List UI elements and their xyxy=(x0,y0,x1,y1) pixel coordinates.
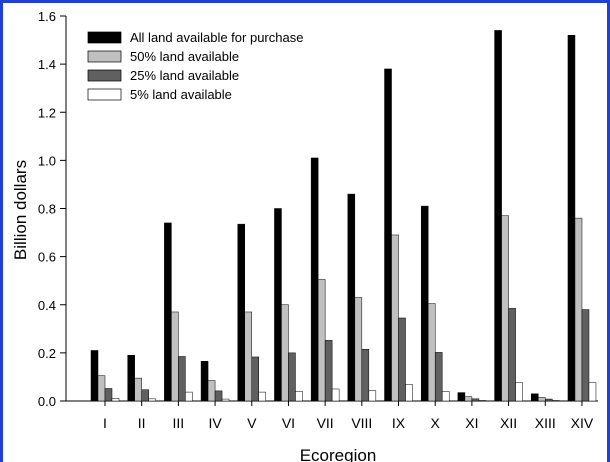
x-tick-label-xiii: XIII xyxy=(535,415,556,431)
bar-4-xii xyxy=(515,382,523,402)
bar-3-i xyxy=(104,388,113,402)
y-tick-label-1: 0.2 xyxy=(38,346,56,361)
bar-3-viii xyxy=(361,349,370,402)
bar-1-v xyxy=(237,223,246,402)
bar-1-iv xyxy=(200,361,209,402)
legend-label-4: 5% land available xyxy=(130,87,232,102)
y-tick-label-8: 1.6 xyxy=(38,9,56,24)
bar-1-vi xyxy=(274,208,282,402)
bar-4-ii xyxy=(148,398,156,402)
bar-4-x xyxy=(441,391,450,402)
x-tick-label-xi: XI xyxy=(465,415,478,431)
bar-4-xi xyxy=(478,400,487,402)
x-tick-label-iii: III xyxy=(173,415,185,431)
bar-4-xiii xyxy=(552,400,560,402)
bar-3-ii xyxy=(141,389,149,402)
bar-3-vi xyxy=(288,352,296,402)
bar-1-ix xyxy=(384,68,392,402)
x-tick-label-vi: VI xyxy=(282,415,295,431)
bar-1-xiv xyxy=(567,35,576,402)
legend-swatch-1 xyxy=(87,31,122,44)
x-tick-label-ii: II xyxy=(138,415,146,431)
bar-1-ii xyxy=(127,355,135,402)
x-tick-label-x: X xyxy=(431,415,441,431)
bar-3-iv xyxy=(214,390,223,402)
bar-1-iii xyxy=(164,222,172,402)
bar-4-xiv xyxy=(588,382,597,402)
bar-4-iv xyxy=(221,398,230,402)
bar-3-iii xyxy=(178,356,186,402)
y-tick-label-0: 0.0 xyxy=(38,394,56,409)
bar-4-ix xyxy=(405,384,413,402)
bar-1-vii xyxy=(310,157,319,402)
bar-1-xiii xyxy=(531,393,539,402)
legend-label-3: 25% land available xyxy=(130,68,239,83)
bar-3-xi xyxy=(471,398,480,402)
x-tick-label-ix: IX xyxy=(392,415,406,431)
legend-label-2: 50% land available xyxy=(130,49,239,64)
bar-1-viii xyxy=(347,193,356,402)
bar-4-i xyxy=(111,398,120,402)
bar-2-xiii xyxy=(538,397,546,402)
bar-1-x xyxy=(420,205,429,402)
x-tick-label-xii: XII xyxy=(500,415,517,431)
x-tick-label-xiv: XIV xyxy=(571,415,594,431)
plot-area: 0.00.20.40.60.81.01.21.41.6I II III IV V VI VI… xyxy=(38,9,598,431)
bar-2-vi xyxy=(281,304,289,402)
bar-2-ii xyxy=(134,377,142,402)
legend-swatch-3 xyxy=(87,69,122,82)
legend-swatch-4 xyxy=(87,88,122,101)
bar-4-v xyxy=(258,391,267,402)
bar-4-viii xyxy=(368,390,377,402)
bar-1-xi xyxy=(457,392,466,402)
bar-3-xiv xyxy=(581,309,590,402)
bar-2-vii xyxy=(317,279,326,402)
x-tick-label-i: I xyxy=(103,415,107,431)
y-tick-label-4: 0.8 xyxy=(38,202,56,217)
y-axis-title: Billion dollars xyxy=(11,160,30,260)
x-tick-label-iv: IV xyxy=(208,415,222,431)
x-tick-label-vii: VII xyxy=(317,415,334,431)
bar-3-x xyxy=(434,352,443,402)
bar-4-iii xyxy=(185,391,193,402)
y-tick-label-5: 1.0 xyxy=(38,153,56,168)
x-tick-label-viii: VIII xyxy=(351,415,372,431)
bar-2-viii xyxy=(354,297,363,402)
x-axis-title: Ecoregion xyxy=(300,446,377,462)
legend-swatch-2 xyxy=(87,50,122,63)
bar-2-xiv xyxy=(574,217,583,402)
bar-2-xii xyxy=(501,215,509,402)
legend-label-1: All land available for purchase xyxy=(130,30,303,45)
bar-2-xi xyxy=(464,396,473,402)
bar-3-xiii xyxy=(545,398,553,402)
y-tick-label-2: 0.4 xyxy=(38,298,56,313)
y-tick-label-7: 1.4 xyxy=(38,57,56,72)
bar-1-xii xyxy=(494,30,502,402)
x-tick-label-v: V xyxy=(247,415,257,431)
bar-2-ix xyxy=(391,234,399,402)
bar-2-v xyxy=(244,311,253,402)
y-tick-label-3: 0.6 xyxy=(38,250,56,265)
bar-4-vi xyxy=(295,391,303,402)
bar-2-iv xyxy=(207,380,216,402)
bar-3-vii xyxy=(324,340,333,402)
bar-3-v xyxy=(251,356,260,402)
bar-2-x xyxy=(427,303,436,402)
bar-2-i xyxy=(97,375,106,402)
bar-2-iii xyxy=(171,311,179,402)
bar-3-xii xyxy=(508,308,516,402)
bar-4-vii xyxy=(331,388,340,402)
bar-1-i xyxy=(90,350,99,402)
y-tick-label-6: 1.2 xyxy=(38,105,56,120)
bar-3-ix xyxy=(398,317,406,402)
